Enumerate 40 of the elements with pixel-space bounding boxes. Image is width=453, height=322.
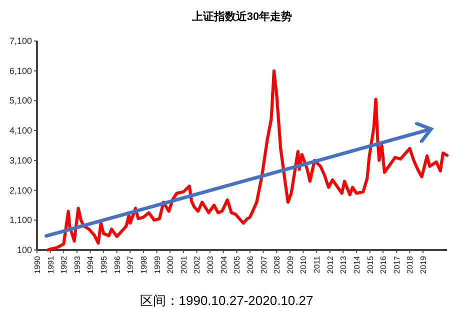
x-tick-label: 2017 [392, 255, 402, 274]
y-tick-label: 4,100 [9, 126, 32, 136]
x-tick-label: 2001 [179, 255, 188, 274]
y-tick-label: 5,100 [9, 96, 32, 106]
y-tick-label: 2,100 [9, 185, 32, 196]
x-tick-label: 2000 [166, 255, 176, 274]
x-tick-label: 2006 [246, 255, 255, 274]
x-tick-label: 2018 [406, 255, 415, 274]
x-tick-label: 2012 [326, 255, 335, 274]
y-tick-label: 1,100 [9, 215, 32, 226]
x-tick-label: 2010 [299, 255, 308, 274]
x-tick-label: 1994 [86, 255, 96, 274]
x-tick-label: 1990 [33, 255, 42, 274]
x-tick-label: 2014 [352, 255, 362, 274]
x-tick-label: 2009 [286, 255, 295, 274]
x-tick-label: 1996 [112, 255, 122, 274]
x-tick-label: 2004 [219, 255, 228, 274]
text: 区间：1990.10.27-2020.10.27 [140, 293, 314, 308]
x-tick-label: 1993 [72, 255, 82, 274]
x-tick-label: 2007 [259, 255, 268, 274]
x-tick-label: 2003 [206, 255, 216, 274]
x-tick-label: 1991 [46, 255, 56, 274]
y-tick-label: 6,100 [9, 66, 32, 76]
x-tick-label: 2008 [272, 255, 282, 274]
x-tick-label: 2002 [192, 255, 202, 274]
chart-title: 上证指数近30年走势 [190, 10, 292, 23]
x-tick-label: 1997 [126, 255, 136, 274]
x-tick-label: 1992 [60, 255, 69, 274]
x-tick-label: 1995 [100, 255, 109, 274]
x-tick-label: 2013 [339, 255, 348, 274]
x-tick-label: 2011 [312, 255, 322, 274]
x-tick-label: 1999 [152, 255, 162, 274]
x-tick-label: 2016 [379, 255, 388, 274]
y-tick-label: 100 [16, 245, 32, 255]
y-tick-label: 7,100 [9, 36, 32, 46]
x-tick-label: 1998 [139, 255, 148, 274]
y-tick-label: 3,100 [9, 155, 32, 166]
x-tick-label: 2005 [232, 255, 242, 274]
x-tick-label: 2019 [419, 255, 428, 274]
x-tick-label: 2015 [366, 255, 375, 274]
